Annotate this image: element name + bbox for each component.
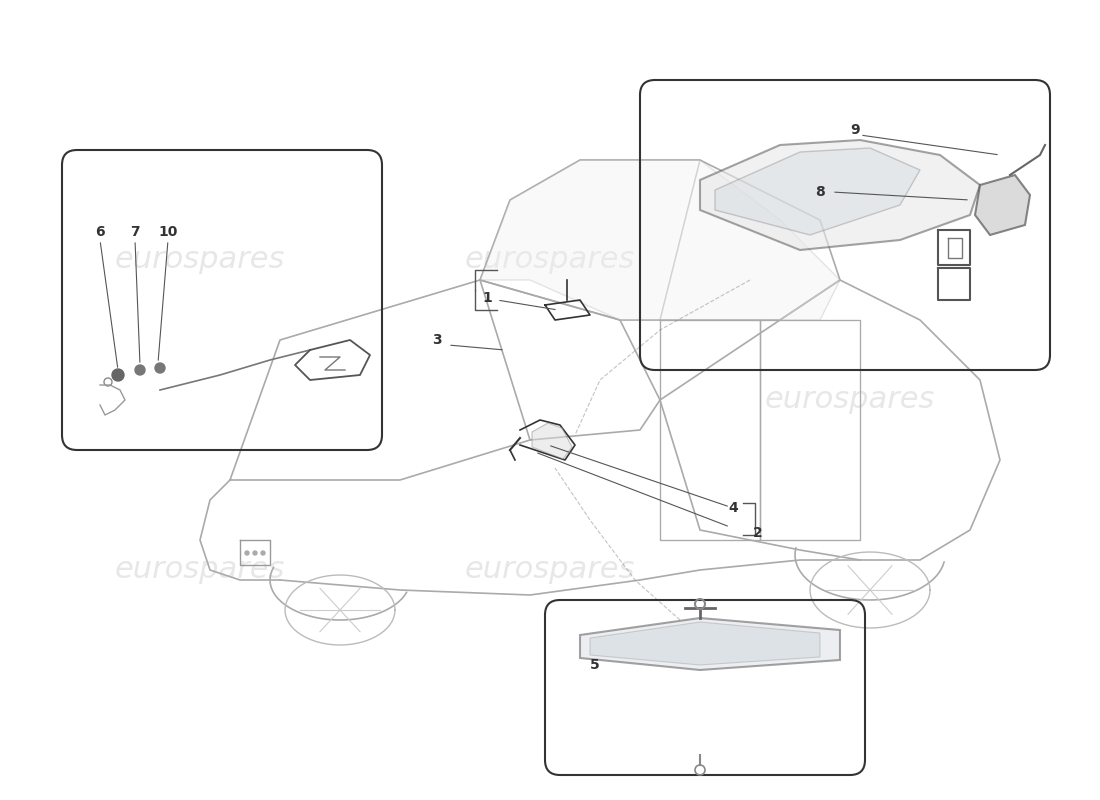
Polygon shape: [700, 140, 980, 250]
Text: eurospares: eurospares: [114, 246, 285, 274]
Circle shape: [155, 363, 165, 373]
Text: 9: 9: [850, 123, 860, 137]
Text: 7: 7: [130, 225, 140, 239]
Polygon shape: [660, 160, 840, 320]
Polygon shape: [715, 148, 920, 235]
Circle shape: [245, 551, 249, 555]
Text: 2: 2: [754, 526, 763, 540]
Text: 10: 10: [158, 225, 178, 239]
Polygon shape: [480, 160, 700, 320]
Text: eurospares: eurospares: [465, 555, 635, 585]
Text: eurospares: eurospares: [114, 555, 285, 585]
Text: 3: 3: [432, 333, 442, 347]
Polygon shape: [532, 423, 572, 459]
Circle shape: [253, 551, 257, 555]
Text: 1: 1: [482, 291, 492, 305]
Polygon shape: [975, 175, 1030, 235]
Polygon shape: [580, 618, 840, 670]
Circle shape: [135, 365, 145, 375]
Text: 5: 5: [590, 658, 600, 672]
Text: eurospares: eurospares: [465, 246, 635, 274]
Text: 4: 4: [728, 501, 738, 515]
Text: 6: 6: [96, 225, 104, 239]
Text: 8: 8: [815, 185, 825, 199]
Circle shape: [261, 551, 265, 555]
Text: eurospares: eurospares: [764, 386, 935, 414]
Polygon shape: [590, 622, 820, 665]
Circle shape: [112, 369, 124, 381]
